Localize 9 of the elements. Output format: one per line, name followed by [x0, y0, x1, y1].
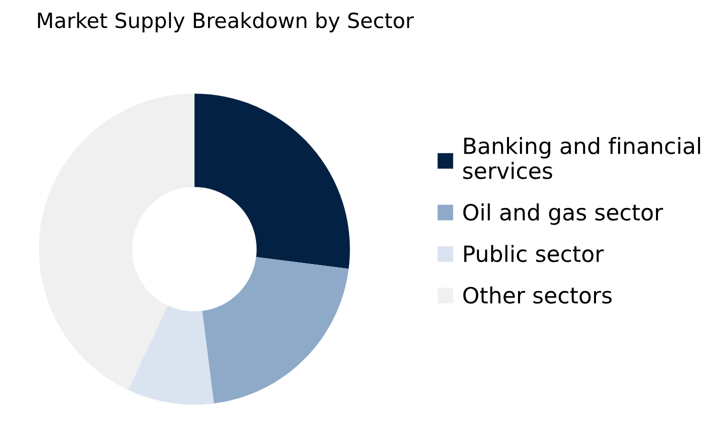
donut-slice [38, 94, 194, 390]
legend-label: Public sector [464, 244, 604, 262]
donut-slice [128, 305, 214, 405]
legend-label: Other sectors [463, 286, 612, 304]
donut-slice [194, 94, 350, 269]
chart-title: Market Supply Breakdown by Sector [38, 12, 414, 32]
legend-label: Oil and gas sector [463, 203, 664, 225]
donut-slice [202, 256, 349, 404]
legend-label: Banking and financial services [463, 137, 700, 180]
